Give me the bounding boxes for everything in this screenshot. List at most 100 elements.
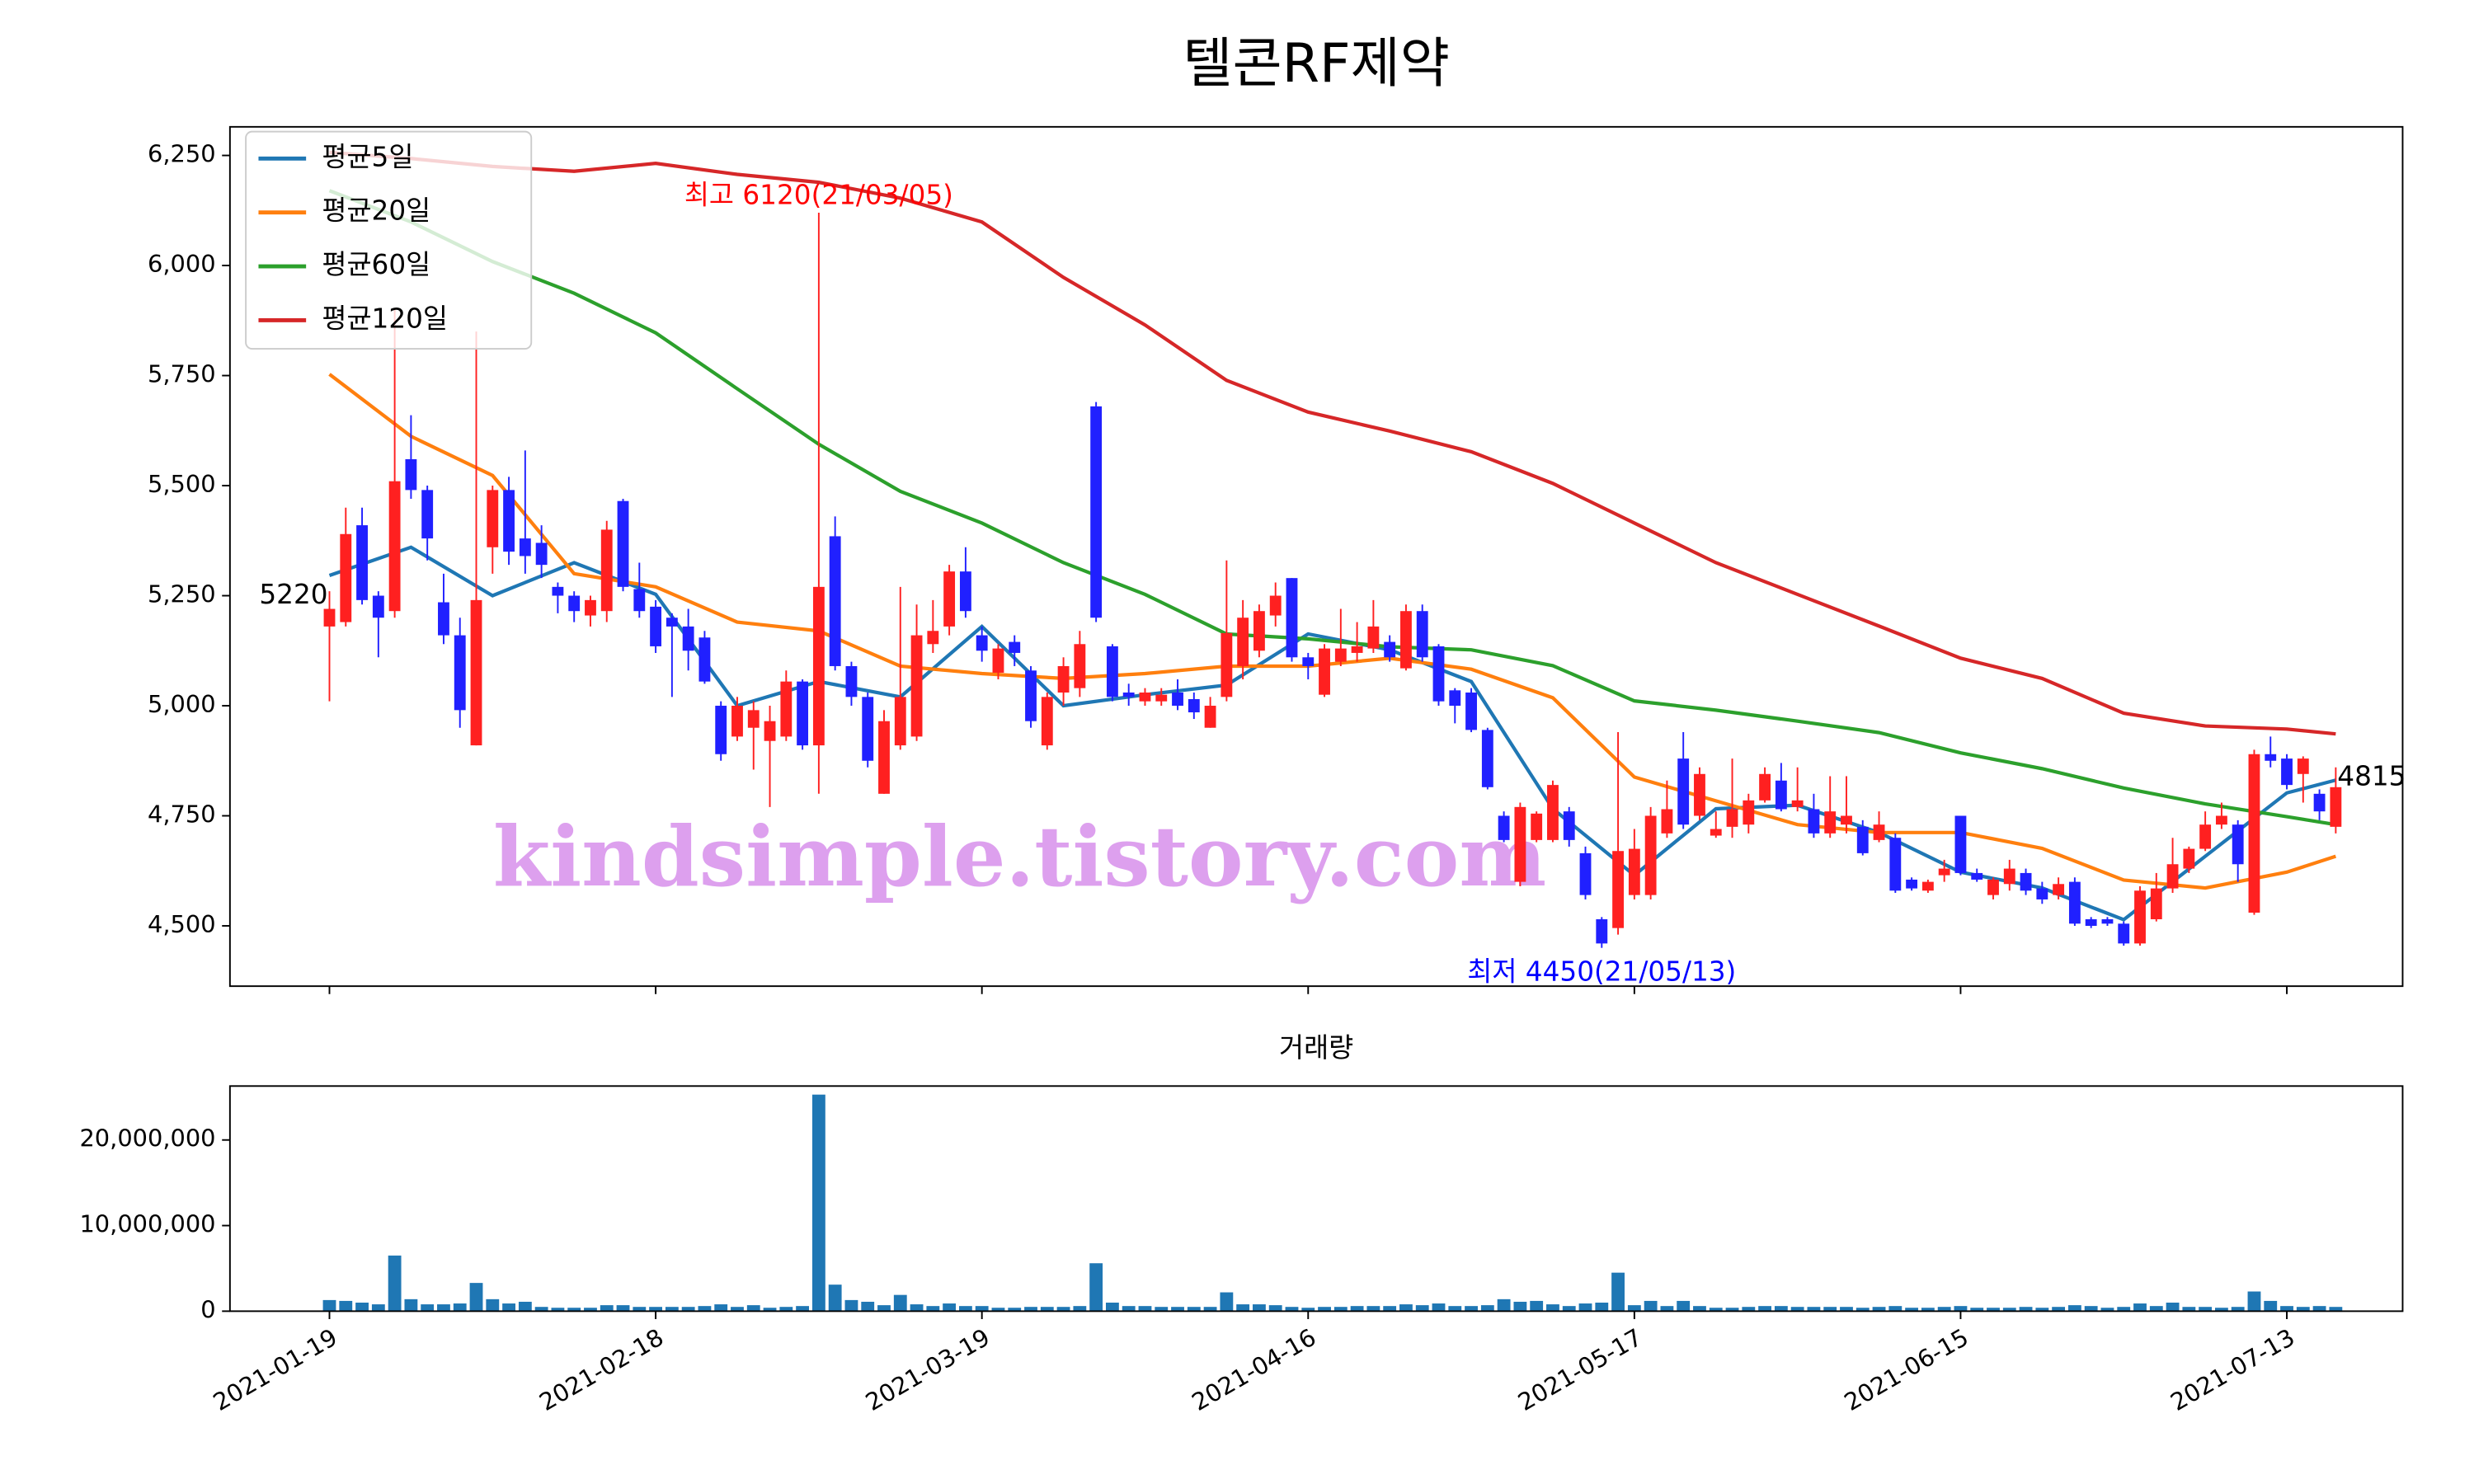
candle-body (1253, 611, 1265, 651)
volume-bar (567, 1308, 581, 1312)
candle-body (1547, 785, 1559, 840)
candle-body (1921, 881, 1934, 891)
candle-body (1889, 838, 1902, 891)
volume-bar (893, 1294, 907, 1312)
candle-body (2313, 793, 2326, 812)
volume-bar (731, 1307, 744, 1312)
candle-body (1155, 694, 1168, 702)
candle-body (2068, 881, 2081, 924)
candle-body (2330, 787, 2342, 827)
volume-bar (991, 1308, 1005, 1312)
volume-bar (2002, 1308, 2016, 1312)
volume-bar (877, 1305, 891, 1312)
volume-bar (1709, 1308, 1723, 1312)
y-tick-label: 6,000 (148, 250, 216, 278)
volume-bar (1497, 1298, 1511, 1312)
candle-body (780, 681, 793, 737)
candle-body (715, 706, 727, 754)
candle-body (1938, 868, 1950, 876)
y-tick-label: 4,750 (148, 801, 216, 829)
candle-body (812, 586, 825, 746)
y-tick-label: 20,000,000 (79, 1125, 215, 1153)
candle-body (959, 571, 971, 612)
volume-bar (958, 1306, 972, 1312)
volume-bar (811, 1094, 825, 1312)
y-tick-label: 6,250 (148, 140, 216, 168)
candle-body (600, 529, 613, 612)
volume-bar (796, 1306, 810, 1312)
candle-body (1694, 773, 1705, 816)
candle-body (2281, 758, 2293, 786)
candle-body (1025, 670, 1037, 721)
candle-body (1514, 806, 1526, 882)
ma-line (328, 373, 2337, 890)
volume-bar (1399, 1304, 1413, 1312)
volume-bar (584, 1308, 597, 1312)
candle-body (405, 458, 417, 491)
volume-bar (1693, 1306, 1706, 1312)
volume-bar (1415, 1305, 1429, 1312)
candle-body (1432, 646, 1445, 702)
volume-bar (2166, 1303, 2180, 1312)
candle-body (1122, 692, 1135, 697)
legend-label: 평균60일 (322, 249, 430, 280)
volume-bar (1921, 1308, 1935, 1312)
volume-bar (469, 1283, 483, 1312)
candle-body (1139, 692, 1151, 702)
volume-bar (518, 1301, 532, 1312)
volume-bar (1268, 1305, 1282, 1312)
candle-body (1841, 815, 1852, 825)
volume-bar (926, 1306, 940, 1312)
volume-bar (763, 1308, 777, 1312)
volume-bar (1611, 1272, 1625, 1312)
volume-bar (1008, 1308, 1022, 1312)
candle-body (503, 490, 515, 552)
volume-bar (1366, 1306, 1380, 1312)
volume-bar (1513, 1301, 1527, 1312)
candle-body (356, 525, 368, 600)
candle-body (438, 602, 449, 636)
volume-bar (649, 1307, 663, 1312)
candle-body (943, 571, 956, 627)
chart-title: 텔콘RF제약 (1183, 32, 1450, 95)
volume-bar (1171, 1307, 1184, 1312)
volume-bar (1333, 1307, 1348, 1312)
candle-body (2166, 864, 2179, 889)
candle-body (910, 635, 923, 737)
candle-body (535, 542, 548, 566)
candle-body (764, 721, 776, 741)
volume-bar (2296, 1307, 2310, 1312)
volume-bar (1987, 1308, 2000, 1312)
volume-bar (1562, 1306, 1576, 1312)
volume-bar (1970, 1308, 1984, 1312)
volume-bar (1546, 1304, 1559, 1312)
volume-bar (2035, 1308, 2049, 1312)
volume-bar (1203, 1307, 1217, 1312)
volume-bar (1155, 1307, 1169, 1312)
volume-bar (746, 1305, 760, 1312)
plot-frame (228, 1085, 2404, 1313)
volume-bar (1677, 1300, 1691, 1312)
candle-body (1906, 879, 1918, 889)
volume-bar (681, 1307, 695, 1312)
candle-body (1057, 665, 1070, 693)
volume-bar (1595, 1303, 1609, 1312)
candle-body (1954, 815, 1967, 873)
candle-body (1531, 813, 1543, 840)
volume-bar (2019, 1307, 2033, 1312)
volume-bar (2100, 1308, 2114, 1312)
candle-body (2248, 754, 2260, 913)
first-close-label: 5220 (259, 579, 327, 610)
watermark: kindsimple.tistory.com (493, 808, 1546, 905)
volume-bar (828, 1284, 842, 1312)
candle-body (2150, 888, 2162, 919)
volume-bar (2052, 1307, 2066, 1312)
volume-bar (1024, 1307, 1037, 1312)
low-annotation: 최저 4450(21/05/13) (1467, 956, 1736, 987)
candle-body (2134, 890, 2146, 944)
volume-bar (1644, 1300, 1658, 1312)
candle-body (1334, 648, 1347, 662)
volume-bar (600, 1305, 614, 1312)
y-tick-label: 0 (200, 1295, 215, 1323)
volume-bar (1105, 1303, 1119, 1312)
